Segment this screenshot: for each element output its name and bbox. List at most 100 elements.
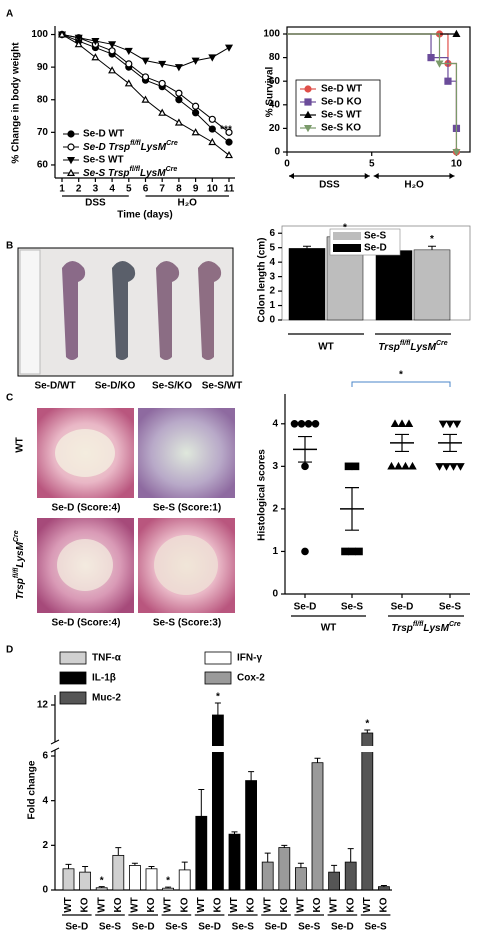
bar xyxy=(162,887,175,891)
point xyxy=(404,419,414,427)
y-tick-label: 2 xyxy=(272,504,278,515)
legend-swatch xyxy=(204,651,232,665)
y-tick-label: 1 xyxy=(272,546,278,557)
point xyxy=(66,157,76,165)
point xyxy=(355,547,363,556)
x-tick-label: 3 xyxy=(93,184,99,195)
point xyxy=(397,419,407,427)
significance: * xyxy=(100,875,104,886)
legend-label: Se-D KO xyxy=(321,97,362,108)
point xyxy=(67,143,75,151)
point xyxy=(66,168,76,176)
x-tick-label: 8 xyxy=(176,184,182,195)
error-bar xyxy=(331,864,338,873)
y-tick-label: 6 xyxy=(269,228,275,239)
bar xyxy=(261,861,274,891)
x-tick-label: 6 xyxy=(143,184,149,195)
error-bar xyxy=(98,886,105,888)
bar xyxy=(178,869,191,891)
legend-label: Se-S Trspfl/flLysMCre xyxy=(83,166,177,178)
point xyxy=(290,419,299,428)
x-tick-label: 4 xyxy=(109,184,115,195)
x-tick-label: 5 xyxy=(369,159,375,170)
image-caption: Se-D (Score:4) xyxy=(52,503,121,514)
group-label: Se-D xyxy=(198,922,221,933)
bar xyxy=(228,833,241,891)
error-bar xyxy=(148,866,155,869)
significance: * xyxy=(343,222,347,233)
y-tick-label: 80 xyxy=(269,52,281,63)
photo-label: Se-S/KO xyxy=(152,381,192,392)
point xyxy=(301,462,309,471)
x-tick-label: WT xyxy=(96,897,107,913)
y-tick-label: 6 xyxy=(42,751,48,762)
point xyxy=(174,118,183,126)
point xyxy=(225,128,233,136)
group-label: Se-S xyxy=(364,922,387,933)
point xyxy=(192,102,200,110)
legend-label: Se-S xyxy=(364,231,387,242)
bar xyxy=(62,868,75,891)
point xyxy=(91,53,100,61)
lumen xyxy=(154,535,218,595)
point xyxy=(208,137,217,146)
error-bar xyxy=(281,844,288,848)
y-axis-label: % Change in body weight xyxy=(11,42,22,164)
bracket-label: * xyxy=(399,370,403,381)
x-tick-label: 1 xyxy=(59,184,65,195)
point xyxy=(438,420,448,429)
x-tick-label: WT xyxy=(196,897,207,913)
point xyxy=(311,419,320,428)
point xyxy=(158,79,166,88)
point xyxy=(427,53,435,62)
point xyxy=(442,463,451,471)
error-bar xyxy=(231,831,238,835)
point xyxy=(191,128,200,136)
point xyxy=(449,463,458,471)
point xyxy=(158,108,167,116)
colon xyxy=(112,261,136,360)
error-bar xyxy=(264,852,271,863)
bar xyxy=(95,887,108,891)
point xyxy=(192,109,200,117)
x-tick-label: 10 xyxy=(451,159,463,170)
x-tick-label: KO xyxy=(312,897,323,912)
image-caption: Se-S (Score:3) xyxy=(153,618,221,629)
error-bar xyxy=(297,862,304,868)
y-tick-label: 20 xyxy=(269,123,281,134)
point xyxy=(208,125,216,133)
y-axis-label: % Survival xyxy=(265,66,276,117)
point xyxy=(444,77,452,85)
y-tick-label: 100 xyxy=(263,29,280,40)
x-tick-label: 7 xyxy=(159,184,165,195)
error-bar xyxy=(131,862,138,866)
point xyxy=(91,38,100,46)
legend-swatch xyxy=(59,671,87,685)
row-label: Trspfl/flLysMCre xyxy=(13,530,25,599)
bar-break xyxy=(211,746,225,752)
colon xyxy=(156,261,180,360)
x-tick-label: 10 xyxy=(207,184,219,195)
error-bar xyxy=(428,245,436,250)
group-label: Se-D xyxy=(331,922,354,933)
photo-label: Se-S/WT xyxy=(202,381,243,392)
bar xyxy=(288,248,326,321)
x-tick-label: Se-D xyxy=(294,602,317,613)
point xyxy=(191,57,200,65)
error-bar xyxy=(115,847,122,856)
panel-label: C xyxy=(6,393,13,404)
panel-label: B xyxy=(6,241,13,252)
bracket xyxy=(351,381,451,387)
x-tick-label: Se-D xyxy=(391,602,414,613)
y-axis-label: Histological scores xyxy=(257,449,268,541)
arrow-head xyxy=(449,173,455,179)
point xyxy=(141,73,150,81)
phase-label: H₂O xyxy=(404,180,424,191)
error-bar xyxy=(214,702,221,715)
point xyxy=(387,461,396,470)
legend-label: TNF-α xyxy=(92,653,122,664)
y-tick-label: 0 xyxy=(274,147,280,158)
group-label: Trspfl/flLysMCre xyxy=(378,340,447,352)
colon xyxy=(198,261,222,360)
